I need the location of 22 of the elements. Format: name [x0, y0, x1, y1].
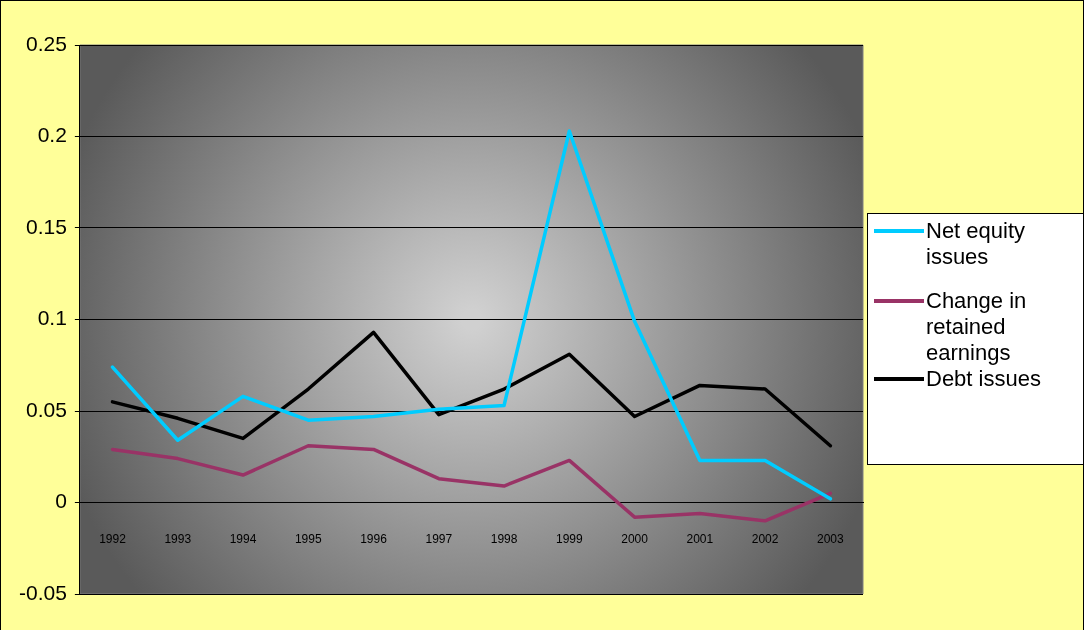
x-tick-label: 2000: [621, 532, 649, 547]
y-tick-label: 0.05: [25, 397, 67, 421]
x-tick-label: 1995: [294, 532, 322, 547]
legend-label: Change in retained earnings: [926, 288, 1028, 366]
y-tick-label: 0: [55, 489, 67, 513]
y-tick-label: 0.2: [37, 123, 67, 147]
x-tick-label: 1993: [164, 532, 192, 547]
x-tick-label: 2001: [686, 532, 714, 547]
x-tick-label: 1998: [490, 532, 518, 547]
x-tick-label: 1992: [99, 532, 127, 547]
x-tick-label: 2003: [817, 532, 845, 547]
legend-label: Debt issues: [926, 366, 1041, 392]
y-tick-label: 0.1: [37, 306, 67, 330]
x-tick-label: 1997: [425, 532, 453, 547]
legend-label: Net equity issues: [926, 218, 1027, 270]
x-tick-label: 1994: [229, 532, 257, 547]
y-tick-label: 0.15: [25, 214, 67, 238]
x-tick-label: 1999: [555, 532, 583, 547]
y-tick-label: -0.05: [18, 580, 67, 604]
x-tick-label: 1996: [360, 532, 388, 547]
x-tick-label: 2002: [751, 532, 779, 547]
y-tick-label: 0.25: [25, 31, 67, 55]
